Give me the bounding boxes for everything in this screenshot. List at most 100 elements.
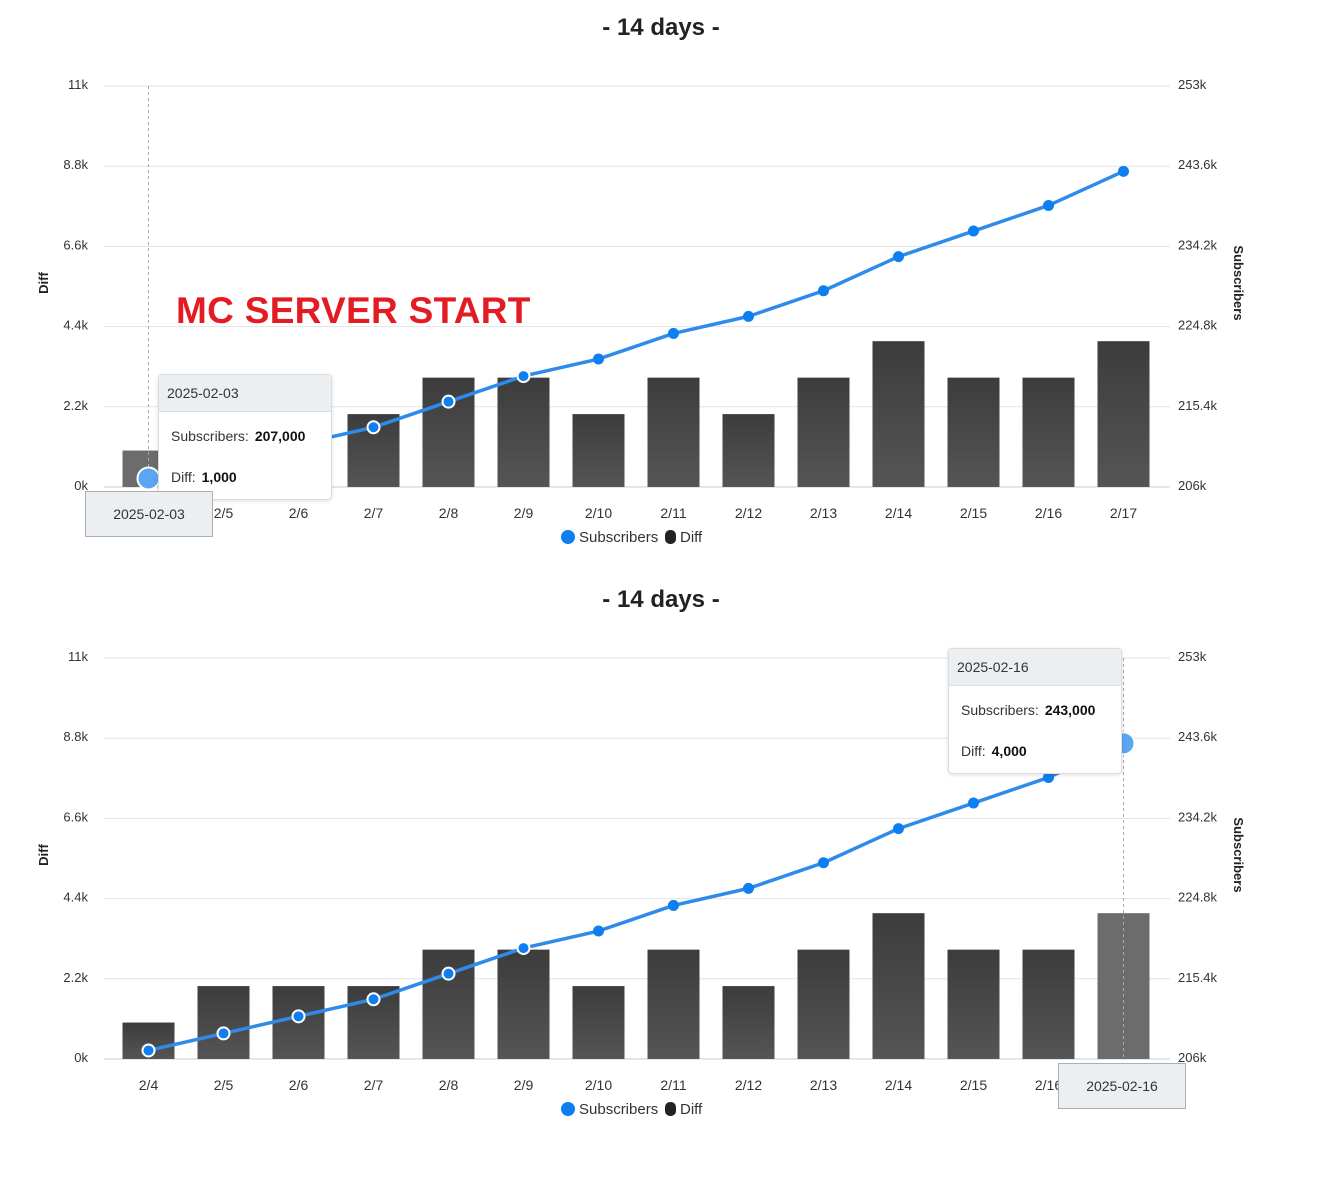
bar xyxy=(1022,377,1075,487)
y-tick-right: 215.4k xyxy=(1178,398,1218,413)
y-tick-right: 234.2k xyxy=(1178,237,1218,252)
tooltip-subscribers-value: 207,000 xyxy=(254,428,306,444)
chart-bottom: - 14 days - 0k 206k 2.2k 215.4k 4.4k 224.8k 6.… xyxy=(0,572,1322,1144)
tooltip-diff-row: Diff: 1,000 xyxy=(171,469,237,485)
data-point xyxy=(743,310,754,322)
y-tick-left: 8.8k xyxy=(63,729,88,744)
subscribers-line xyxy=(148,741,1125,1053)
y-axis-label-right: Subscribers xyxy=(1231,245,1246,320)
data-point xyxy=(441,394,456,409)
x-tick-label: 2/4 xyxy=(139,1077,159,1093)
x-tick-label: 2/17 xyxy=(1110,505,1137,521)
data-point xyxy=(366,420,381,435)
legend-diff-label: Diff xyxy=(680,529,703,546)
legend-subscribers-label: Subscribers xyxy=(579,1101,658,1118)
bar xyxy=(572,986,625,1059)
tooltip-subscribers-row: Subscribers: 207,000 xyxy=(171,428,305,444)
x-tick-label: 2/7 xyxy=(364,505,384,521)
tooltip-subscribers-label: Subscribers: xyxy=(171,428,249,444)
y-tick-right: 253k xyxy=(1178,77,1207,92)
x-tick-label: 2/9 xyxy=(514,505,534,521)
bar xyxy=(647,949,700,1059)
y-tick-left: 4.4k xyxy=(63,890,88,905)
y-axis-label-left: Diff xyxy=(36,272,51,294)
data-point xyxy=(516,941,531,956)
tooltip-diff-row: Diff: 4,000 xyxy=(961,743,1027,759)
chart-title: - 14 days - xyxy=(602,586,720,613)
y-axis-label-right: Subscribers xyxy=(1231,817,1246,892)
y-tick-left: 6.6k xyxy=(63,237,88,252)
data-point xyxy=(818,857,829,869)
data-point xyxy=(968,797,979,809)
x-tick-label: 2/16 xyxy=(1035,1077,1062,1093)
x-tick-label: 2/6 xyxy=(289,505,309,521)
bar xyxy=(872,341,925,487)
y-tick-left: 11k xyxy=(68,649,88,664)
crosshair-date-label: 2025-02-03 xyxy=(85,491,213,537)
legend-diff-label: Diff xyxy=(680,1101,703,1118)
data-point xyxy=(893,251,904,263)
x-tick-label: 2/10 xyxy=(585,505,612,521)
bar xyxy=(1097,913,1150,1059)
x-tick-label: 2/11 xyxy=(660,505,686,521)
chart-title: - 14 days - xyxy=(602,14,720,41)
data-point xyxy=(291,1009,306,1024)
y-tick-left: 2.2k xyxy=(63,398,88,413)
x-tick-label: 2/11 xyxy=(660,1077,686,1093)
legend-subscribers-icon xyxy=(561,530,575,544)
x-tick-label: 2/16 xyxy=(1035,505,1062,521)
x-tick-label: 2/13 xyxy=(810,505,837,521)
x-tick-label: 2/14 xyxy=(885,505,912,521)
x-tick-label: 2/14 xyxy=(885,1077,912,1093)
bar xyxy=(947,949,1000,1059)
data-point xyxy=(516,369,531,384)
y-tick-right: 206k xyxy=(1178,1050,1207,1065)
tooltip-date: 2025-02-03 xyxy=(159,375,331,412)
tooltip-diff-value: 4,000 xyxy=(991,743,1027,759)
data-point xyxy=(141,1043,156,1058)
chart-top: - 14 days - 0k 206k 2.2k 215.4k 4.4k 224.8k 6.… xyxy=(0,0,1322,572)
data-point xyxy=(1043,771,1054,783)
data-point xyxy=(1043,199,1054,211)
bar xyxy=(797,949,850,1059)
y-tick-right: 253k xyxy=(1178,649,1207,664)
tooltip-diff-label: Diff: xyxy=(171,469,196,485)
bar xyxy=(722,414,775,487)
x-tick-label: 2/5 xyxy=(214,505,234,521)
y-tick-right: 234.2k xyxy=(1178,809,1218,824)
x-tick-label: 2/10 xyxy=(585,1077,612,1093)
data-point xyxy=(1118,165,1129,177)
x-tick-label: 2/13 xyxy=(810,1077,837,1093)
x-tick-label: 2/5 xyxy=(214,1077,234,1093)
data-point xyxy=(593,925,604,937)
legend-subscribers-label: Subscribers xyxy=(579,529,658,546)
data-point xyxy=(366,992,381,1007)
bar xyxy=(497,949,550,1059)
bar xyxy=(572,414,625,487)
crosshair-date-label: 2025-02-16 xyxy=(1058,1063,1186,1109)
y-tick-left: 8.8k xyxy=(63,157,88,172)
y-tick-left: 0k xyxy=(74,478,88,493)
y-tick-right: 206k xyxy=(1178,478,1207,493)
data-point xyxy=(668,327,679,339)
legend-diff-icon xyxy=(665,530,676,544)
y-tick-right: 224.8k xyxy=(1178,318,1218,333)
bar xyxy=(797,377,850,487)
tooltip: 2025-02-03 Subscribers: 207,000 Diff: 1,00… xyxy=(158,374,332,500)
bar xyxy=(1022,949,1075,1059)
data-point xyxy=(216,1026,231,1041)
bar xyxy=(1097,341,1150,487)
data-point xyxy=(818,285,829,297)
x-tick-label: 2/8 xyxy=(439,1077,459,1093)
bar xyxy=(872,913,925,1059)
y-tick-left: 0k xyxy=(74,1050,88,1065)
y-tick-right: 224.8k xyxy=(1178,890,1218,905)
legend-subscribers-icon xyxy=(561,1102,575,1116)
chart-plot[interactable]: 0k 206k 2.2k 215.4k 4.4k 224.8k 6.6k 234.2k 8.8k… xyxy=(0,572,1322,1144)
tooltip-diff-label: Diff: xyxy=(961,743,986,759)
tooltip-diff-value: 1,000 xyxy=(201,469,237,485)
data-point xyxy=(668,899,679,911)
tooltip-subscribers-label: Subscribers: xyxy=(961,702,1039,718)
x-tick-label: 2/15 xyxy=(960,505,987,521)
y-tick-left: 11k xyxy=(68,77,88,92)
